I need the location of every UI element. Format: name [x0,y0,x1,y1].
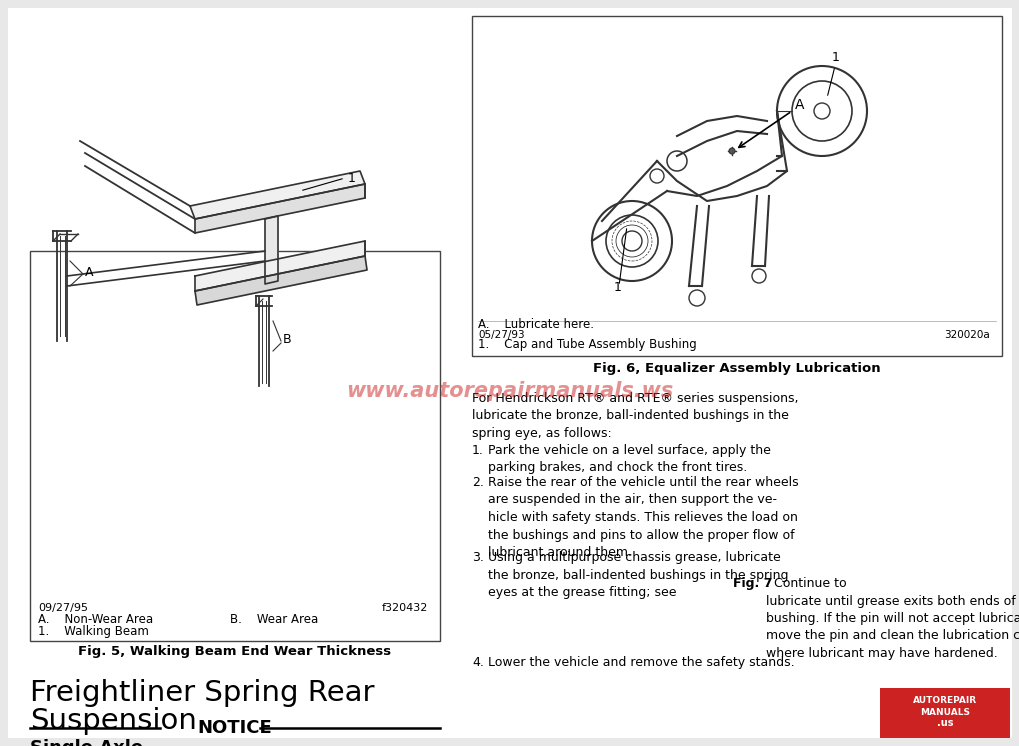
Text: A: A [794,98,804,112]
Text: f320432: f320432 [382,603,428,613]
Text: 1.    Cap and Tube Assembly Bushing: 1. Cap and Tube Assembly Bushing [478,338,696,351]
Text: 09/27/95: 09/27/95 [38,603,88,613]
Text: 1.    Walking Beam: 1. Walking Beam [38,625,149,638]
Text: www.autorepairmanuals.ws: www.autorepairmanuals.ws [346,381,673,401]
Text: .us: .us [935,718,953,728]
Text: For Hendrickson RT® and RTE® series suspensions,
lubricate the bronze, ball-inde: For Hendrickson RT® and RTE® series susp… [472,392,798,440]
Text: 2.: 2. [472,476,483,489]
Text: 4.: 4. [472,656,483,669]
Text: B: B [282,333,291,346]
Text: B.    Wear Area: B. Wear Area [229,613,318,626]
Text: 1: 1 [832,51,839,64]
Polygon shape [265,216,278,284]
Text: Lower the vehicle and remove the safety stands.: Lower the vehicle and remove the safety … [487,656,794,669]
Text: Raise the rear of the vehicle until the rear wheels
are suspended in the air, th: Raise the rear of the vehicle until the … [487,476,798,559]
Polygon shape [195,256,367,305]
Text: Suspension: Suspension [30,707,197,735]
Bar [472,16,1001,356]
Text: Single Axle: Single Axle [30,739,143,746]
Text: A.    Lubricate here.: A. Lubricate here. [478,318,593,331]
Text: A: A [85,266,94,279]
Text: . Continue to
lubricate until grease exits both ends of the
bushing. If the pin : . Continue to lubricate until grease exi… [765,577,1019,660]
Text: NOTICE: NOTICE [198,719,272,737]
Text: Using a multipurpose chassis grease, lubricate
the bronze, ball-indented bushing: Using a multipurpose chassis grease, lub… [487,551,788,599]
Bar [879,688,1009,738]
Text: MANUALS: MANUALS [919,708,969,717]
Text: 05/27/93: 05/27/93 [478,330,524,340]
Text: Fig. 7: Fig. 7 [733,577,771,590]
Circle shape [729,148,735,154]
Text: 1.: 1. [472,444,483,457]
Text: Park the vehicle on a level surface, apply the
parking brakes, and chock the fro: Park the vehicle on a level surface, app… [487,444,770,474]
Text: Fig. 6, Equalizer Assembly Lubrication: Fig. 6, Equalizer Assembly Lubrication [593,362,880,375]
Polygon shape [190,171,365,219]
Text: 320020a: 320020a [943,330,988,340]
Text: 1: 1 [347,172,356,184]
Text: 1: 1 [613,281,622,294]
Text: Freightliner Spring Rear: Freightliner Spring Rear [30,679,374,707]
Text: 3.: 3. [472,551,483,564]
Text: Fig. 5, Walking Beam End Wear Thickness: Fig. 5, Walking Beam End Wear Thickness [78,645,391,658]
Polygon shape [195,184,365,233]
Bar [30,251,439,641]
Polygon shape [195,241,365,291]
Text: A.    Non-Wear Area: A. Non-Wear Area [38,613,153,626]
Text: AUTOREPAIR: AUTOREPAIR [912,696,976,705]
